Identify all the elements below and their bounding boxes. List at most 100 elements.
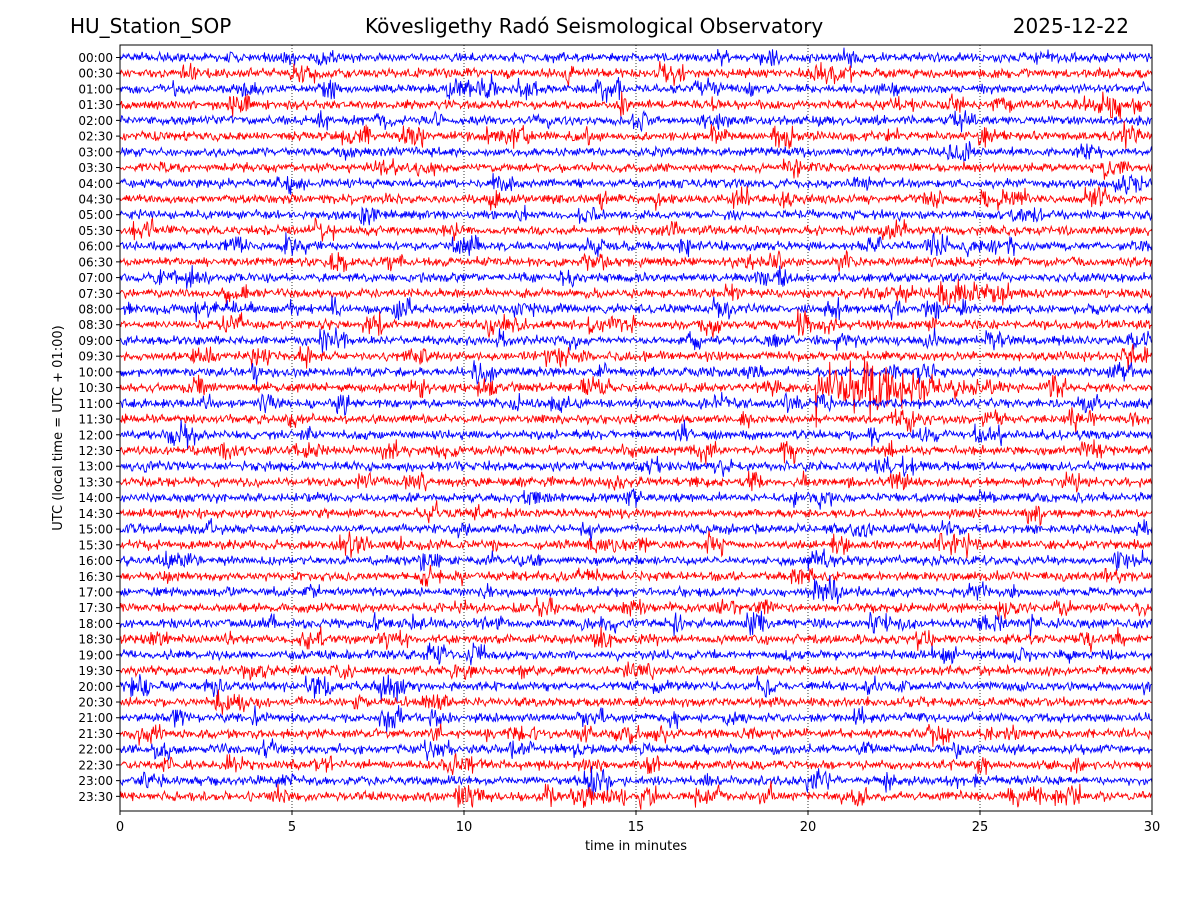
- y-tick-label: 11:00: [78, 397, 113, 411]
- trace-2230: [119, 753, 1153, 775]
- trace-2130: [119, 723, 1153, 747]
- trace-0930: [119, 344, 1153, 371]
- trace-1130: [119, 407, 1153, 434]
- y-tick-label: 15:30: [78, 538, 113, 552]
- y-tick-label: 12:00: [78, 428, 113, 442]
- y-tick-label: 13:30: [78, 475, 113, 489]
- y-tick-label: 04:00: [78, 177, 113, 191]
- y-tick-label: 10:00: [78, 365, 113, 379]
- trace-0000: [119, 47, 1153, 68]
- trace-1600: [119, 548, 1153, 572]
- y-tick-label: 01:30: [78, 98, 113, 112]
- trace-2300: [119, 766, 1153, 797]
- y-tick-label: 18:30: [78, 633, 113, 647]
- trace-2100: [119, 705, 1153, 733]
- x-tick-label: 20: [800, 820, 817, 835]
- chart-title-station: HU_Station_SOP: [70, 14, 232, 38]
- y-tick-label: 03:30: [78, 161, 113, 175]
- y-tick-label: 07:00: [78, 271, 113, 285]
- y-tick-label: 02:30: [78, 130, 113, 144]
- y-axis-label: UTC (local time = UTC + 01:00): [51, 325, 66, 530]
- y-tick-label: 12:30: [78, 444, 113, 458]
- trace-0900: [119, 327, 1153, 353]
- trace-0230: [119, 120, 1153, 149]
- trace-0030: [119, 61, 1153, 87]
- y-tick-label: 07:30: [78, 287, 113, 301]
- y-tick-label: 19:00: [78, 648, 113, 662]
- y-tick-label: 09:30: [78, 350, 113, 364]
- y-tick-label: 20:00: [78, 680, 113, 694]
- y-tick-label: 18:00: [78, 617, 113, 631]
- trace-0730: [119, 278, 1153, 310]
- trace-1900: [119, 642, 1153, 666]
- trace-1630: [119, 564, 1153, 587]
- trace-0700: [119, 265, 1153, 289]
- y-tick-label: 14:30: [78, 507, 113, 521]
- x-tick-label: 15: [628, 820, 645, 835]
- x-axis-label: time in minutes: [585, 839, 687, 854]
- y-tick-label: 00:00: [78, 51, 113, 65]
- trace-2030: [119, 689, 1153, 715]
- trace-2330: [119, 780, 1153, 810]
- y-tick-label: 06:00: [78, 240, 113, 254]
- y-tick-label: 04:30: [78, 192, 113, 206]
- y-tick-label: 17:00: [78, 585, 113, 599]
- trace-0100: [119, 73, 1153, 103]
- y-tick-label: 17:30: [78, 601, 113, 615]
- y-tick-label: 21:30: [78, 727, 113, 741]
- y-tick-label: 22:00: [78, 743, 113, 757]
- y-tick-label: 03:00: [78, 145, 113, 159]
- trace-0430: [119, 185, 1153, 211]
- trace-1100: [119, 391, 1153, 416]
- trace-0400: [119, 173, 1153, 195]
- trace-1000: [119, 360, 1153, 386]
- trace-1030: [119, 357, 1153, 428]
- trace-1800: [119, 610, 1153, 637]
- y-tick-label: 08:30: [78, 318, 113, 332]
- y-tick-label: 22:30: [78, 758, 113, 772]
- trace-0330: [119, 158, 1153, 180]
- y-tick-label: 15:00: [78, 523, 113, 537]
- trace-1830: [119, 626, 1153, 653]
- y-tick-label: 05:00: [78, 208, 113, 222]
- chart-title-date: 2025-12-22: [1012, 14, 1129, 38]
- y-tick-label: 20:30: [78, 696, 113, 710]
- trace-1230: [119, 439, 1153, 465]
- trace-0530: [119, 217, 1153, 242]
- trace-1700: [119, 575, 1153, 605]
- x-tick-label: 0: [116, 820, 124, 835]
- y-tick-label: 13:00: [78, 460, 113, 474]
- y-tick-label: 23:00: [78, 774, 113, 788]
- trace-2200: [119, 738, 1153, 762]
- trace-1730: [119, 597, 1153, 620]
- trace-1500: [119, 517, 1153, 542]
- x-tick-label: 25: [972, 820, 989, 835]
- x-tick-label: 30: [1144, 820, 1161, 835]
- y-tick-label: 14:00: [78, 491, 113, 505]
- trace-0830: [119, 309, 1153, 338]
- chart-title: Kövesligethy Radó Seismological Observat…: [365, 14, 824, 38]
- trace-1530: [119, 530, 1153, 559]
- y-tick-label: 09:00: [78, 334, 113, 348]
- trace-0300: [119, 141, 1153, 163]
- x-tick-label: 5: [288, 820, 296, 835]
- y-tick-label: 21:00: [78, 711, 113, 725]
- trace-0800: [119, 295, 1153, 323]
- trace-1300: [119, 455, 1153, 477]
- y-tick-label: 11:30: [78, 413, 113, 427]
- y-tick-label: 16:00: [78, 554, 113, 568]
- trace-1330: [119, 470, 1153, 493]
- trace-0500: [119, 204, 1153, 226]
- y-tick-label: 01:00: [78, 82, 113, 96]
- y-tick-label: 06:30: [78, 255, 113, 269]
- y-tick-label: 08:00: [78, 303, 113, 317]
- trace-1930: [119, 661, 1153, 681]
- trace-0630: [119, 249, 1153, 273]
- trace-0600: [119, 232, 1153, 258]
- x-tick-label: 10: [456, 820, 473, 835]
- y-tick-label: 02:00: [78, 114, 113, 128]
- trace-1430: [119, 500, 1153, 527]
- trace-0130: [119, 91, 1153, 120]
- trace-0200: [119, 110, 1153, 133]
